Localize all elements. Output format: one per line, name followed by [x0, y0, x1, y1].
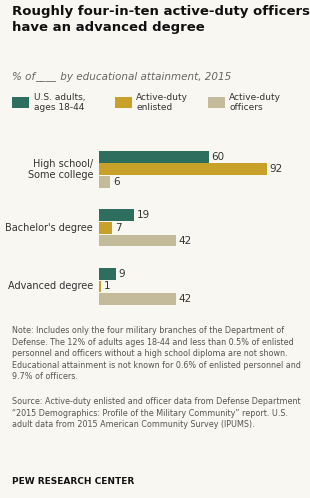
Text: % of: % of: [12, 72, 39, 82]
Bar: [99, 281, 101, 292]
Text: Bachelor's degree: Bachelor's degree: [5, 223, 93, 233]
Text: Roughly four-in-ten active-duty officers
have an advanced degree: Roughly four-in-ten active-duty officers…: [12, 5, 310, 34]
Bar: [99, 235, 176, 247]
Text: 6: 6: [113, 177, 119, 187]
Text: 19: 19: [137, 210, 150, 220]
Text: 92: 92: [270, 164, 283, 174]
Text: 60: 60: [211, 152, 224, 162]
Bar: [99, 151, 209, 162]
Text: PEW RESEARCH CENTER: PEW RESEARCH CENTER: [12, 477, 135, 486]
Text: 9: 9: [118, 269, 125, 279]
Text: Active-duty
enlisted: Active-duty enlisted: [136, 93, 188, 112]
Text: Source: Active-duty enlisted and officer data from Defense Department “2015 Demo: Source: Active-duty enlisted and officer…: [12, 397, 301, 429]
Text: 1: 1: [104, 281, 110, 291]
Bar: [99, 222, 112, 234]
Text: U.S. adults,
ages 18-44: U.S. adults, ages 18-44: [34, 93, 86, 112]
Text: 42: 42: [179, 294, 192, 304]
Bar: [99, 176, 110, 188]
Bar: [99, 268, 116, 280]
Text: 42: 42: [179, 236, 192, 246]
Text: Active-duty
officers: Active-duty officers: [229, 93, 281, 112]
Text: Advanced degree: Advanced degree: [8, 281, 93, 291]
Text: 7: 7: [115, 223, 121, 233]
Text: Note: Includes only the four military branches of the Department of Defense. The: Note: Includes only the four military br…: [12, 326, 301, 381]
Text: ____: ____: [35, 72, 56, 82]
Text: High school/
Some college: High school/ Some college: [28, 158, 93, 180]
Bar: [99, 209, 134, 221]
Text: by educational attainment, 2015: by educational attainment, 2015: [57, 72, 232, 82]
Bar: [99, 293, 176, 305]
Bar: [99, 163, 267, 175]
